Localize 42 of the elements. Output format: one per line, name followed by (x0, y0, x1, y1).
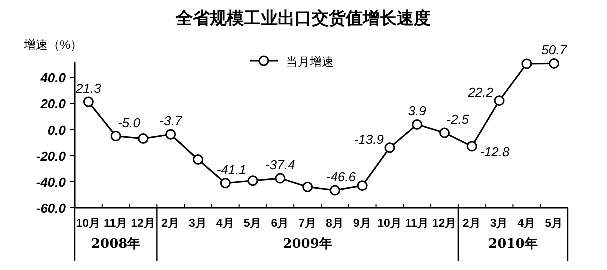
y-tick-label: -40.0 (36, 174, 67, 190)
data-label: 22.2 (467, 84, 494, 100)
x-tick-label: 3月 (189, 217, 208, 230)
chart-title: 全省规模工业出口交货值增长速度 (175, 9, 431, 29)
x-tick-label: 3月 (490, 217, 509, 230)
y-tick-label: 0.0 (48, 122, 67, 138)
y-tick-label: -60.0 (36, 201, 67, 216)
y-tick-label: 40.0 (40, 70, 67, 86)
data-label: 50.7 (542, 42, 568, 58)
data-label: 3.9 (408, 104, 426, 119)
x-tick-label: 4月 (518, 217, 536, 230)
x-tick-label: 6月 (271, 217, 290, 230)
data-label: -3.7 (160, 114, 183, 129)
data-label: -41.1 (216, 162, 246, 178)
data-label: 21.3 (75, 81, 102, 96)
x-tick-label: 10月 (76, 217, 102, 230)
x-tick-label: 11月 (104, 217, 128, 230)
x-tick-label: 5月 (244, 217, 262, 230)
text: 2008年 (91, 237, 141, 252)
x-tick-label: 2月 (462, 217, 482, 230)
x-tick-label: 9月 (353, 217, 372, 230)
x-tick-label: 10月 (378, 217, 402, 230)
x-tick-label: 8月 (326, 217, 344, 230)
x-tick-label: 12月 (131, 217, 156, 230)
y-tick-label: -20.0 (36, 148, 67, 164)
x-tick-label: 7月 (298, 217, 318, 230)
data-label: -37.4 (266, 158, 296, 173)
data-label: -13.9 (354, 132, 384, 147)
data-label: -12.8 (480, 144, 511, 160)
text: 2010年 (488, 237, 538, 252)
legend-label: 当月增速 (286, 55, 334, 69)
y-tick-label: 20.0 (40, 96, 67, 112)
x-tick-label: 11月 (405, 217, 430, 230)
x-tick-label: 5月 (545, 217, 564, 230)
data-label: -2.5 (446, 112, 470, 128)
data-label: -5.0 (118, 115, 142, 130)
x-tick-label: 2月 (162, 217, 180, 230)
text: 2009年 (283, 237, 332, 252)
data-label: -46.6 (326, 170, 357, 185)
y-axis-title: 增速（%） (23, 38, 83, 52)
x-tick-label: 4月 (216, 217, 235, 230)
x-tick-label: 12月 (432, 217, 458, 230)
